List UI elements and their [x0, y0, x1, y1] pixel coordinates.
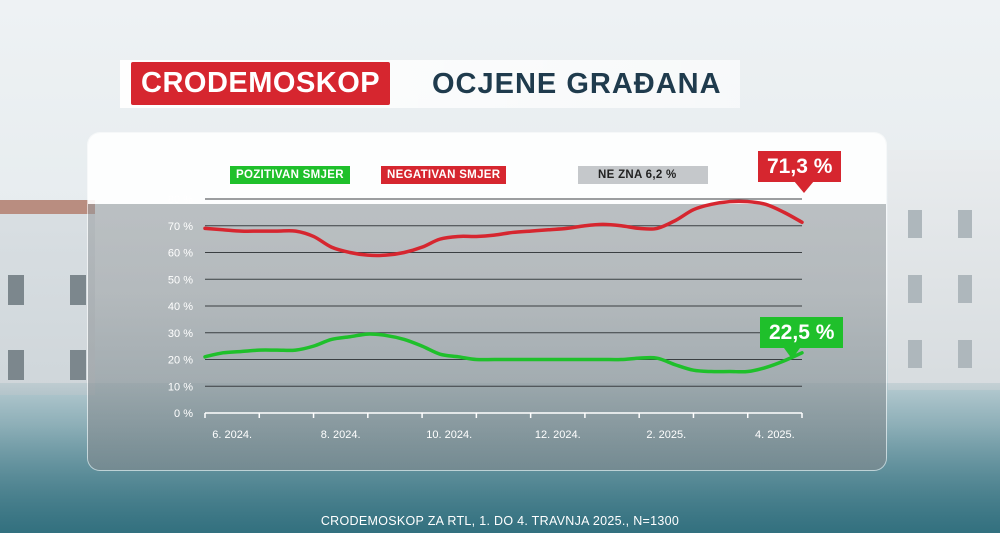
background-building-right	[888, 150, 1000, 390]
chart-series	[203, 199, 804, 374]
y-tick-label: 0 %	[174, 408, 193, 420]
legend-dont-know-label: NE ZNA 6,2 %	[598, 169, 677, 181]
x-tick-label: 4. 2025.	[755, 429, 795, 441]
building-window	[908, 275, 922, 303]
y-tick-label: 70 %	[168, 221, 193, 233]
x-tick-label: 8. 2024.	[321, 429, 361, 441]
x-tick-label: 6. 2024.	[212, 429, 252, 441]
building-window	[958, 210, 972, 238]
x-axis: 6. 2024. 8. 2024. 10. 2024. 12. 2024. 2. 202…	[204, 412, 803, 441]
y-tick-label: 80 %	[168, 194, 193, 206]
building-window	[958, 340, 972, 368]
legend-dont-know: NE ZNA 6,2 %	[578, 166, 708, 184]
building-window	[70, 275, 86, 305]
background-building-left	[0, 200, 95, 395]
building-window	[8, 350, 24, 380]
building-window	[908, 210, 922, 238]
y-tick-label: 30 %	[168, 328, 193, 340]
x-tick-label: 10. 2024.	[426, 429, 472, 441]
building-window	[70, 350, 86, 380]
y-tick-label: 10 %	[168, 381, 193, 393]
y-tick-label: 50 %	[168, 274, 193, 286]
series-line-negative	[203, 199, 804, 258]
legend-negative: NEGATIVAN SMJER	[381, 166, 507, 184]
series-line-positive	[203, 332, 804, 374]
legend-positive: POZITIVAN SMJER	[230, 166, 350, 184]
x-tick-label: 2. 2025.	[646, 429, 686, 441]
source-footnote: CRODEMOSKOP ZA RTL, 1. DO 4. TRAVNJA 202…	[320, 514, 680, 528]
building-window	[958, 275, 972, 303]
y-axis-labels: 0 % 10 % 20 % 30 % 40 % 50 % 60 % 70 % 80 %	[168, 194, 193, 420]
y-tick-label: 40 %	[168, 301, 193, 313]
y-tick-label: 20 %	[168, 355, 193, 367]
page-title: OCJENE GRAĐANA	[432, 68, 722, 100]
building-window	[8, 275, 24, 305]
callout-positive: 22,5 %	[760, 317, 844, 359]
chart-card	[88, 133, 886, 470]
callout-negative: 71,3 %	[758, 151, 842, 193]
building-window	[908, 340, 922, 368]
y-tick-label: 60 %	[168, 248, 193, 260]
x-tick-label: 12. 2024.	[535, 429, 581, 441]
brand-badge: CRODEMOSKOP	[131, 62, 391, 105]
